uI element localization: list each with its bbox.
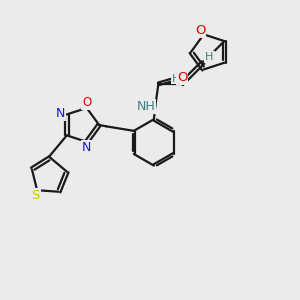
Text: O: O xyxy=(195,24,206,37)
Text: S: S xyxy=(32,189,40,202)
Text: H: H xyxy=(172,74,180,83)
Text: NH: NH xyxy=(136,100,155,113)
Text: N: N xyxy=(56,107,65,120)
Text: O: O xyxy=(82,96,92,109)
Text: O: O xyxy=(177,71,188,84)
Text: N: N xyxy=(82,141,92,154)
Text: H: H xyxy=(205,52,214,62)
